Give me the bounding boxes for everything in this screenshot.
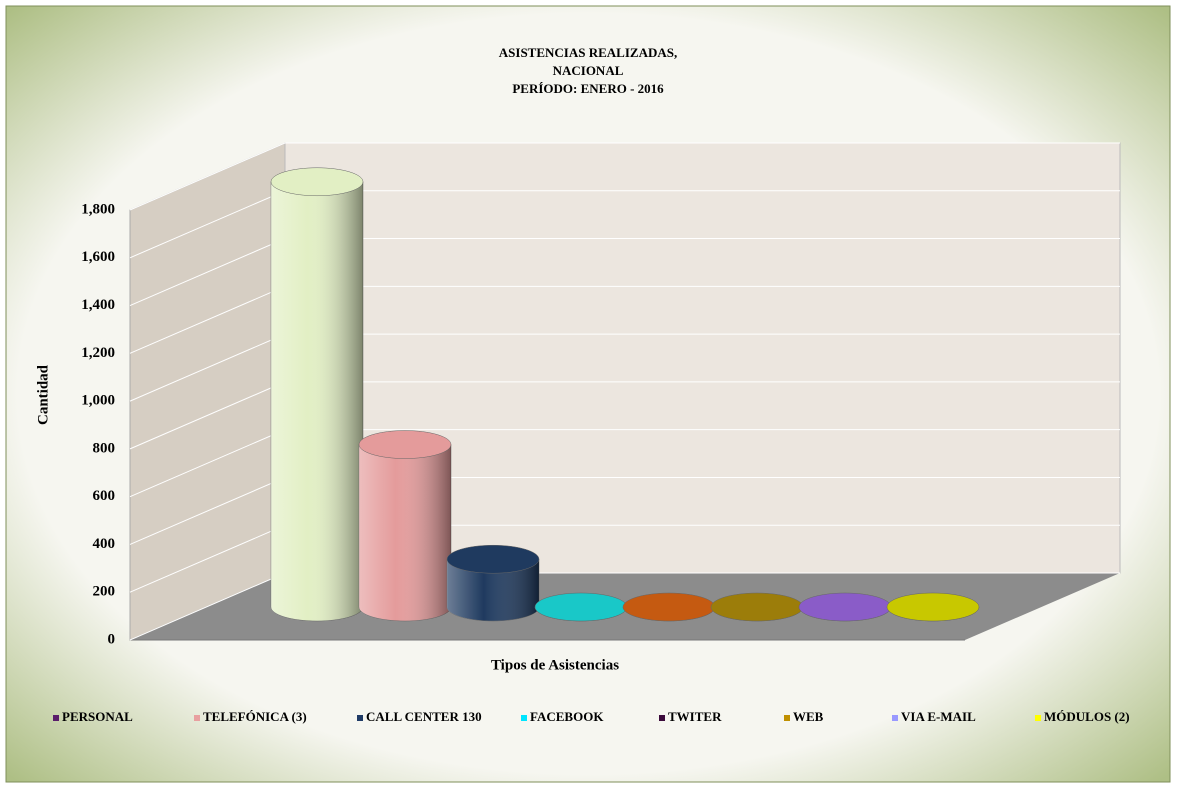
legend-marker [892,715,898,721]
y-tick-label: 400 [93,536,116,552]
legend-marker [659,715,665,721]
chart-title: PERÍODO: ENERO - 2016 [512,81,664,96]
y-tick-label: 0 [108,631,116,647]
chart: ASISTENCIAS REALIZADAS, NACIONAL PERÍODO… [0,0,1177,788]
legend-label: CALL CENTER 130 [366,709,482,724]
cylinder-top [887,593,979,621]
x-axis-label: Tipos de Asistencias [491,657,619,673]
cylinder-top [447,545,539,573]
y-tick-label: 600 [93,488,116,504]
y-tick-label: 200 [93,584,116,600]
legend-label: PERSONAL [62,709,133,724]
cylinder-top [623,593,715,621]
cylinder-shade [359,445,451,621]
chart-title: ASISTENCIAS REALIZADAS, [499,45,677,60]
legend-label: VIA E-MAIL [901,709,976,724]
legend-marker [784,715,790,721]
cylinder-top [271,168,363,196]
legend-marker [521,715,527,721]
cylinder-top [535,593,627,621]
legend-label: TWITER [668,709,722,724]
legend-label: FACEBOOK [530,709,604,724]
cylinder-top [799,593,891,621]
legend-label: TELEFÓNICA (3) [203,709,307,724]
legend-label: WEB [793,709,824,724]
legend-marker [1035,715,1041,721]
legend-marker [53,715,59,721]
cylinder-top [359,431,451,459]
y-tick-label: 800 [93,440,116,456]
y-tick-label: 1,800 [81,201,115,217]
y-axis-label: Cantidad [35,364,51,425]
legend-label: MÓDULOS (2) [1044,709,1130,724]
y-tick-label: 1,000 [81,393,115,409]
cylinder-shade [271,182,363,621]
legend-marker [357,715,363,721]
chart-title: NACIONAL [553,63,624,78]
y-tick-label: 1,200 [81,345,115,361]
y-tick-label: 1,400 [81,297,115,313]
cylinder-top [711,593,803,621]
legend-marker [194,715,200,721]
y-tick-label: 1,600 [81,249,115,265]
